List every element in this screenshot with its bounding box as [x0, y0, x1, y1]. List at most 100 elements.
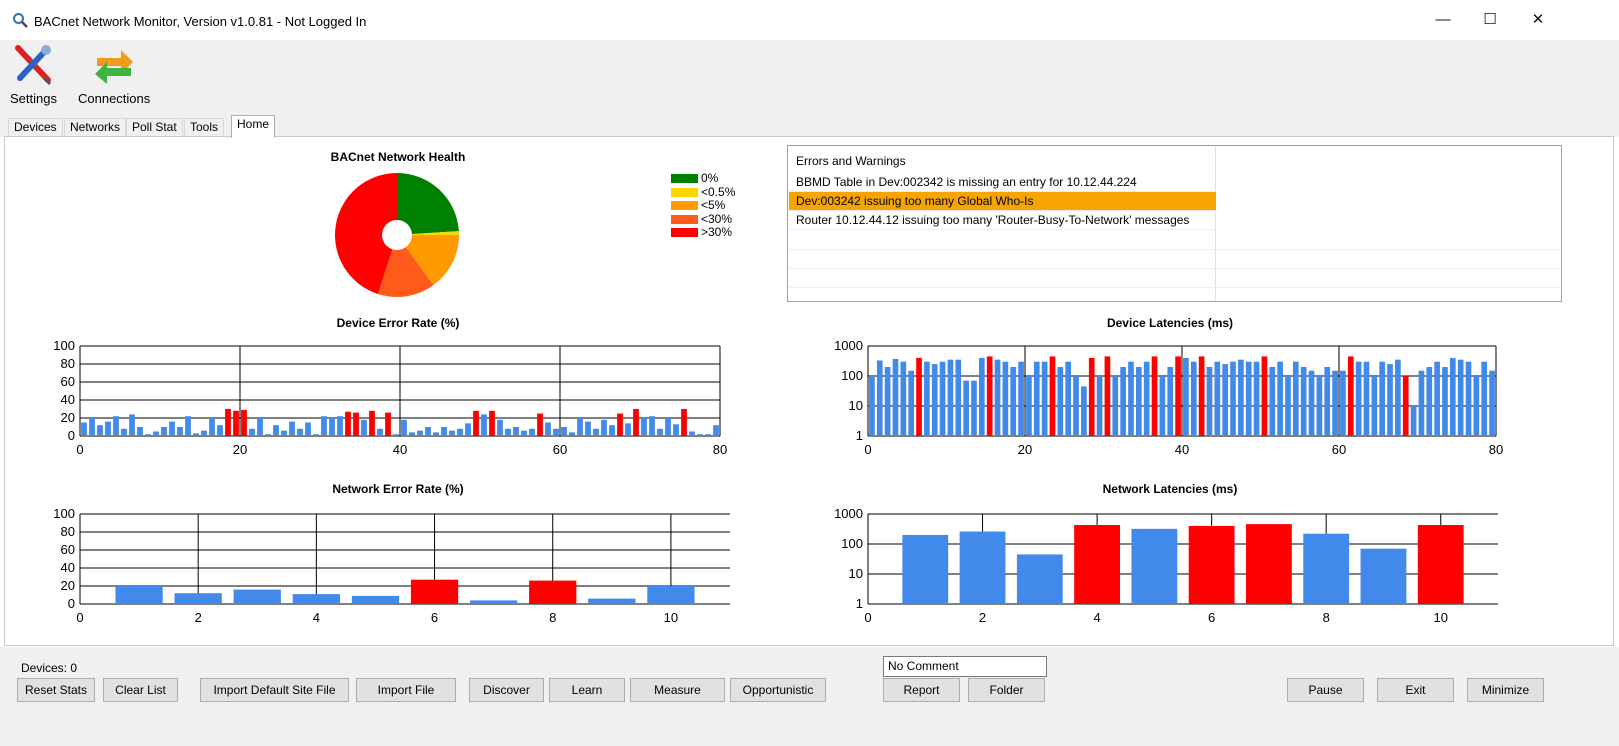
bar: [1410, 406, 1417, 436]
devices-count: Devices: 0: [21, 661, 78, 675]
y-tick-label: 100: [53, 506, 75, 521]
pause-button[interactable]: Pause: [1287, 678, 1364, 702]
tab-networks[interactable]: Networks: [64, 118, 127, 137]
exit-button[interactable]: Exit: [1377, 678, 1454, 702]
bar: [513, 427, 519, 436]
bar: [1033, 361, 1040, 436]
x-tick-label: 10: [1433, 610, 1447, 625]
learn-button[interactable]: Learn: [549, 678, 625, 702]
bar: [1269, 366, 1276, 436]
settings-label: Settings: [10, 91, 57, 106]
bar: [115, 586, 163, 604]
opportunistic-button[interactable]: Opportunistic: [730, 678, 826, 702]
pie-hole: [382, 220, 412, 250]
x-tick-label: 40: [1175, 442, 1189, 457]
bar: [289, 421, 295, 436]
bar: [585, 421, 591, 436]
bar: [1308, 370, 1315, 436]
error-row-selected[interactable]: Dev:003242 issuing too many Global Who-I…: [789, 192, 1216, 211]
settings-button[interactable]: Settings: [10, 44, 57, 106]
bar: [884, 366, 891, 436]
x-tick-label: 2: [195, 610, 202, 625]
discover-button[interactable]: Discover: [469, 678, 544, 702]
bar: [593, 428, 599, 436]
x-tick-label: 8: [1323, 610, 1330, 625]
errors-warnings-list[interactable]: Errors and Warnings BBMD Table in Dev:00…: [787, 145, 1562, 302]
bar: [209, 418, 215, 436]
clear-list-button[interactable]: Clear List: [103, 678, 178, 702]
comment-input[interactable]: No Comment: [883, 656, 1047, 677]
reset-stats-button[interactable]: Reset Stats: [17, 678, 95, 702]
close-window-button[interactable]: ✕: [1531, 11, 1545, 28]
bar: [1355, 361, 1362, 436]
bar: [1246, 524, 1292, 604]
bar: [233, 410, 239, 436]
x-tick-label: 20: [233, 442, 247, 457]
bar: [1457, 359, 1464, 436]
x-tick-label: 60: [553, 442, 567, 457]
bar: [681, 409, 687, 436]
minimize-button[interactable]: Minimize: [1467, 678, 1544, 702]
bar: [647, 586, 695, 604]
bar: [105, 421, 111, 436]
legend-swatch: [671, 174, 698, 184]
bar: [1277, 361, 1283, 436]
x-tick-label: 0: [864, 442, 871, 457]
bar: [1303, 533, 1350, 604]
bar: [1096, 376, 1103, 436]
y-tick-label: 1: [856, 596, 863, 611]
health-chart-title: BACnet Network Health: [330, 150, 466, 164]
bar: [473, 410, 479, 436]
y-tick-label: 0: [68, 596, 75, 611]
tab-home[interactable]: Home: [231, 115, 276, 138]
errors-header: Errors and Warnings: [796, 154, 906, 168]
folder-button[interactable]: Folder: [968, 678, 1045, 702]
bar: [410, 579, 459, 604]
legend-label: 0%: [701, 171, 719, 185]
network-latencies-chart: 1 10 100 1000 0 2 4 6 8 10: [834, 506, 1498, 625]
bar: [1214, 361, 1221, 436]
bar: [265, 434, 271, 436]
measure-button[interactable]: Measure: [630, 678, 725, 702]
bar: [1261, 356, 1268, 436]
bar: [1418, 370, 1425, 436]
import-default-site-file-button[interactable]: Import Default Site File: [200, 678, 349, 702]
bar: [553, 428, 559, 436]
bar: [1245, 361, 1252, 436]
connections-icon: [95, 50, 134, 84]
bar: [297, 428, 303, 436]
tab-strip: Devices Networks Poll Stat Tools Home: [0, 110, 1619, 138]
bar: [902, 534, 949, 604]
bar: [1159, 376, 1166, 436]
minimize-window-button[interactable]: —: [1435, 11, 1451, 28]
error-row[interactable]: Router 10.12.44.12 issuing too many 'Rou…: [789, 211, 1216, 230]
x-tick-label: 4: [313, 610, 320, 625]
import-file-button[interactable]: Import File: [356, 678, 456, 702]
bar: [869, 376, 875, 436]
legend-label: <5%: [701, 198, 726, 212]
bar: [1049, 356, 1056, 436]
bar: [529, 580, 577, 604]
tab-tools[interactable]: Tools: [184, 118, 225, 137]
bar: [225, 409, 231, 436]
y-tick-label: 40: [61, 560, 75, 575]
bar: [185, 416, 191, 436]
bar: [329, 418, 335, 436]
bar: [665, 418, 671, 436]
column-divider: [1215, 146, 1216, 301]
window-title: BACnet Network Monitor, Version v1.0.81 …: [34, 14, 367, 29]
bar: [257, 418, 263, 436]
error-row[interactable]: BBMD Table in Dev:002342 is missing an e…: [789, 173, 1216, 192]
tab-devices[interactable]: Devices: [8, 118, 63, 137]
y-tick-label: 40: [61, 392, 75, 407]
bar: [1363, 361, 1370, 436]
maximize-window-button[interactable]: ☐: [1483, 11, 1497, 28]
bar: [337, 416, 343, 436]
y-tick-label: 60: [61, 542, 75, 557]
bar: [449, 430, 455, 436]
connections-button[interactable]: Connections: [78, 44, 150, 106]
bar: [641, 418, 647, 436]
tab-poll-stat[interactable]: Poll Stat: [126, 118, 183, 137]
report-button[interactable]: Report: [883, 678, 960, 702]
y-tick-label: 1000: [834, 338, 863, 353]
